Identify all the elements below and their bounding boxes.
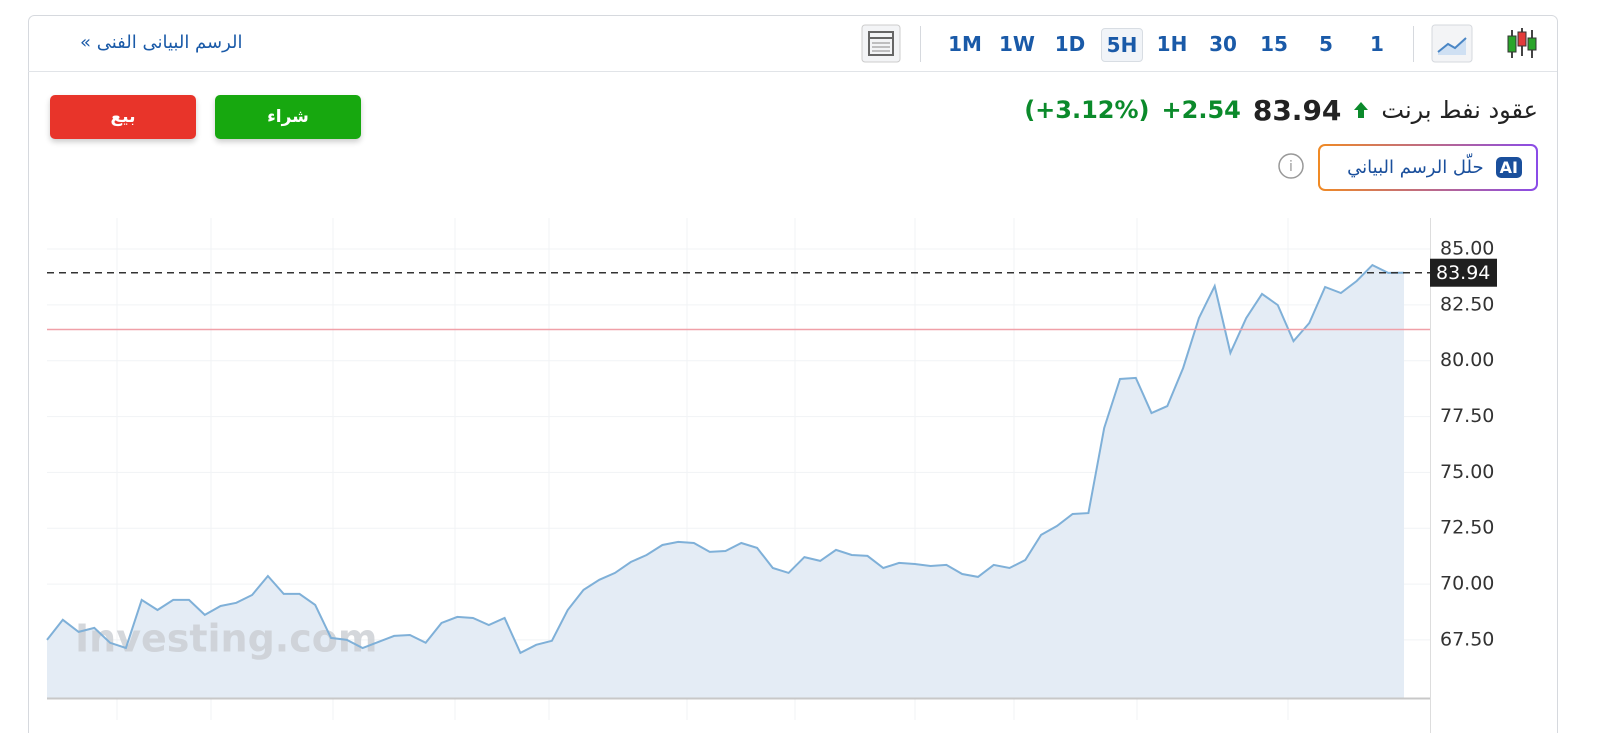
interval-button[interactable]: 15 (1260, 32, 1288, 56)
sell-button[interactable]: بيع (50, 95, 196, 139)
interval-button[interactable]: 1M (948, 32, 982, 56)
y-tick-label: 85.00 (1440, 238, 1494, 260)
candle-icon[interactable] (1507, 28, 1537, 58)
interval-button[interactable]: 1H (1156, 32, 1188, 56)
price-line (46, 263, 1405, 655)
interval-button[interactable]: 1W (999, 32, 1035, 56)
y-tick-label: 67.50 (1440, 628, 1494, 650)
card (28, 15, 1558, 733)
interval-button[interactable]: 30 (1209, 32, 1237, 56)
y-tick-label: 80.00 (1440, 349, 1494, 371)
last-price-box (1430, 258, 1497, 287)
price: 83.94 (1252, 93, 1342, 127)
y-tick-label: 70.00 (1440, 573, 1494, 595)
interval-button[interactable]: 5H (1101, 28, 1143, 62)
buy-button[interactable]: شراء (215, 95, 361, 139)
ai-analyze-button[interactable]: AI حلّل الرسم البياني (1318, 144, 1538, 191)
table-icon[interactable] (861, 24, 901, 63)
interval-button[interactable]: 1 (1370, 32, 1384, 56)
change: +2.54 (1161, 96, 1241, 124)
area-chart-icon[interactable] (1431, 24, 1473, 63)
last-price-label: 83.94 (1436, 262, 1490, 284)
info-icon[interactable]: i (1278, 153, 1304, 179)
y-tick-label: 75.00 (1440, 461, 1494, 483)
instrument-name: عقود نفط برنت (1381, 96, 1538, 124)
quote-header: عقود نفط برنت 83.94 +2.54 (+3.12%) (1024, 92, 1538, 128)
interval-button[interactable]: 5 (1319, 32, 1333, 56)
technical-chart-link[interactable]: الرسم البيانى الفنى » (80, 32, 243, 53)
up-arrow (1354, 102, 1369, 118)
interval-button[interactable]: 1D (1054, 32, 1086, 56)
svg-text:i: i (1289, 159, 1293, 175)
ai-badge: AI (1495, 157, 1522, 178)
y-tick-label: 77.50 (1440, 405, 1494, 427)
watermark: Investing.com (75, 617, 377, 661)
y-tick-label: 72.50 (1440, 517, 1494, 539)
area-fill (47, 265, 1404, 698)
plot: Investing.com (46, 248, 1430, 698)
y-tick-label: 82.50 (1440, 293, 1494, 315)
change-percent: (+3.12%) (1024, 96, 1150, 124)
ai-label: حلّل الرسم البياني (1347, 157, 1484, 178)
